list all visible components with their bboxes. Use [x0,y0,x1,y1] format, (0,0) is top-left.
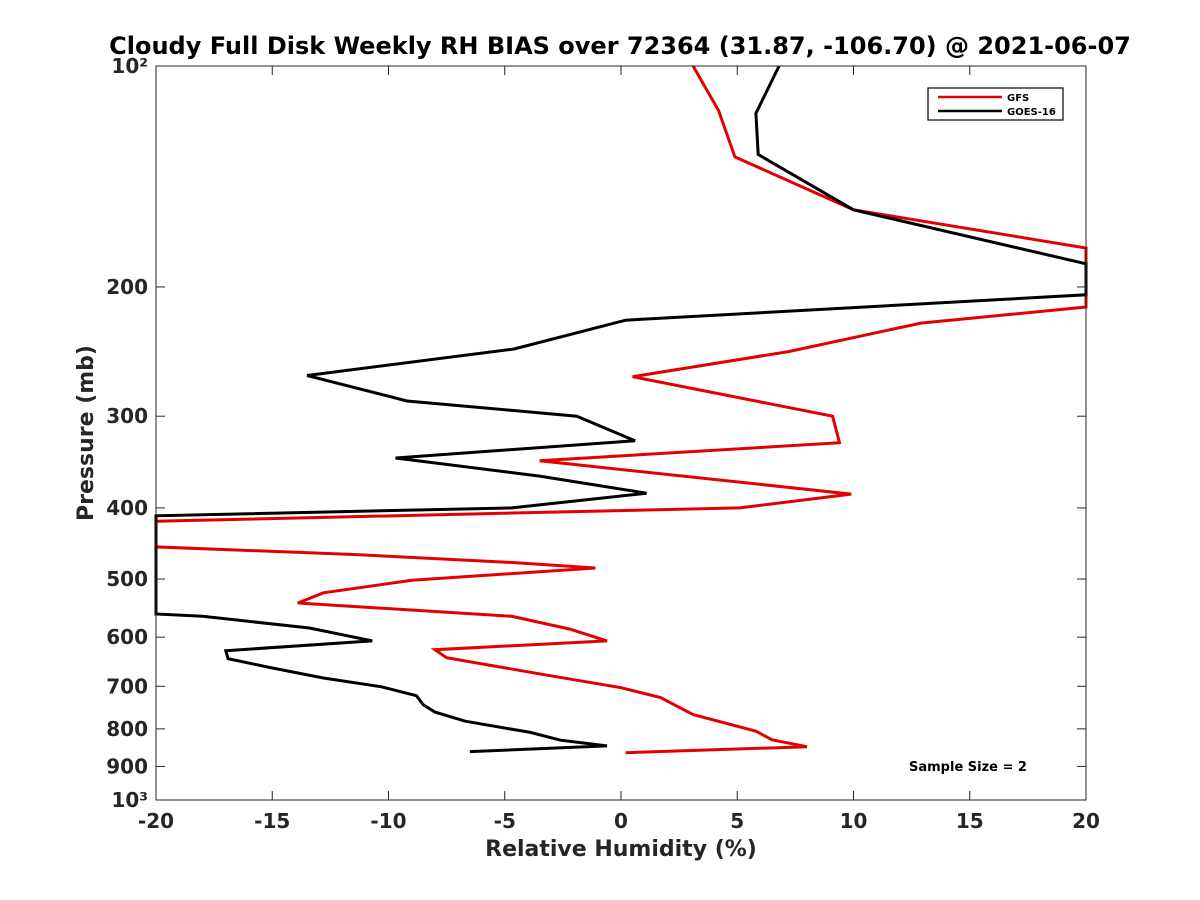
legend: GFS GOES-16 [927,87,1064,121]
y-tick-label: 10³ [111,788,148,812]
y-axis-label: Pressure (mb) [74,345,99,521]
x-tick-label: -5 [494,809,516,833]
x-tick-label: 10 [840,809,868,833]
plot-background [156,66,1086,800]
x-tick-label: 5 [730,809,744,833]
x-tick-label: 20 [1072,809,1100,833]
y-tick-label: 300 [106,404,148,428]
tick-layer: -20 -15 -10 -5 0 5 10 15 20 10² 200 300 400 500 600 700… [106,54,1100,833]
series-line-gfs [154,65,1088,755]
sample-size-annotation: Sample Size = 2 [909,760,1027,775]
y-tick-label: 700 [106,674,148,698]
y-tick-label: 10² [111,54,148,78]
y-tick-label: 400 [106,496,148,520]
x-tick-label: 0 [614,809,628,833]
x-tick-label: -15 [254,809,290,833]
legend-label-gfs: GFS [1007,93,1029,104]
y-tick-label: 900 [106,754,148,778]
legend-box [927,87,1064,121]
legend-entries: GFS GOES-16 [938,93,1056,118]
x-tick-label: -10 [370,809,406,833]
y-tick-label: 500 [106,567,148,591]
y-tick-label: 200 [106,275,148,299]
x-axis-label: Relative Humidity (%) [485,837,757,862]
chart-title: Cloudy Full Disk Weekly RH BIAS over 723… [109,32,1131,60]
y-tick-label: 800 [106,717,148,741]
legend-label-goes-16: GOES-16 [1007,107,1056,118]
x-tick-label: -20 [138,809,174,833]
plot-area: -20 -15 -10 -5 0 5 10 15 20 10² 200 300 400 500 600 700… [106,54,1100,833]
y-tick-label: 600 [106,625,148,649]
x-tick-label: 15 [956,809,984,833]
